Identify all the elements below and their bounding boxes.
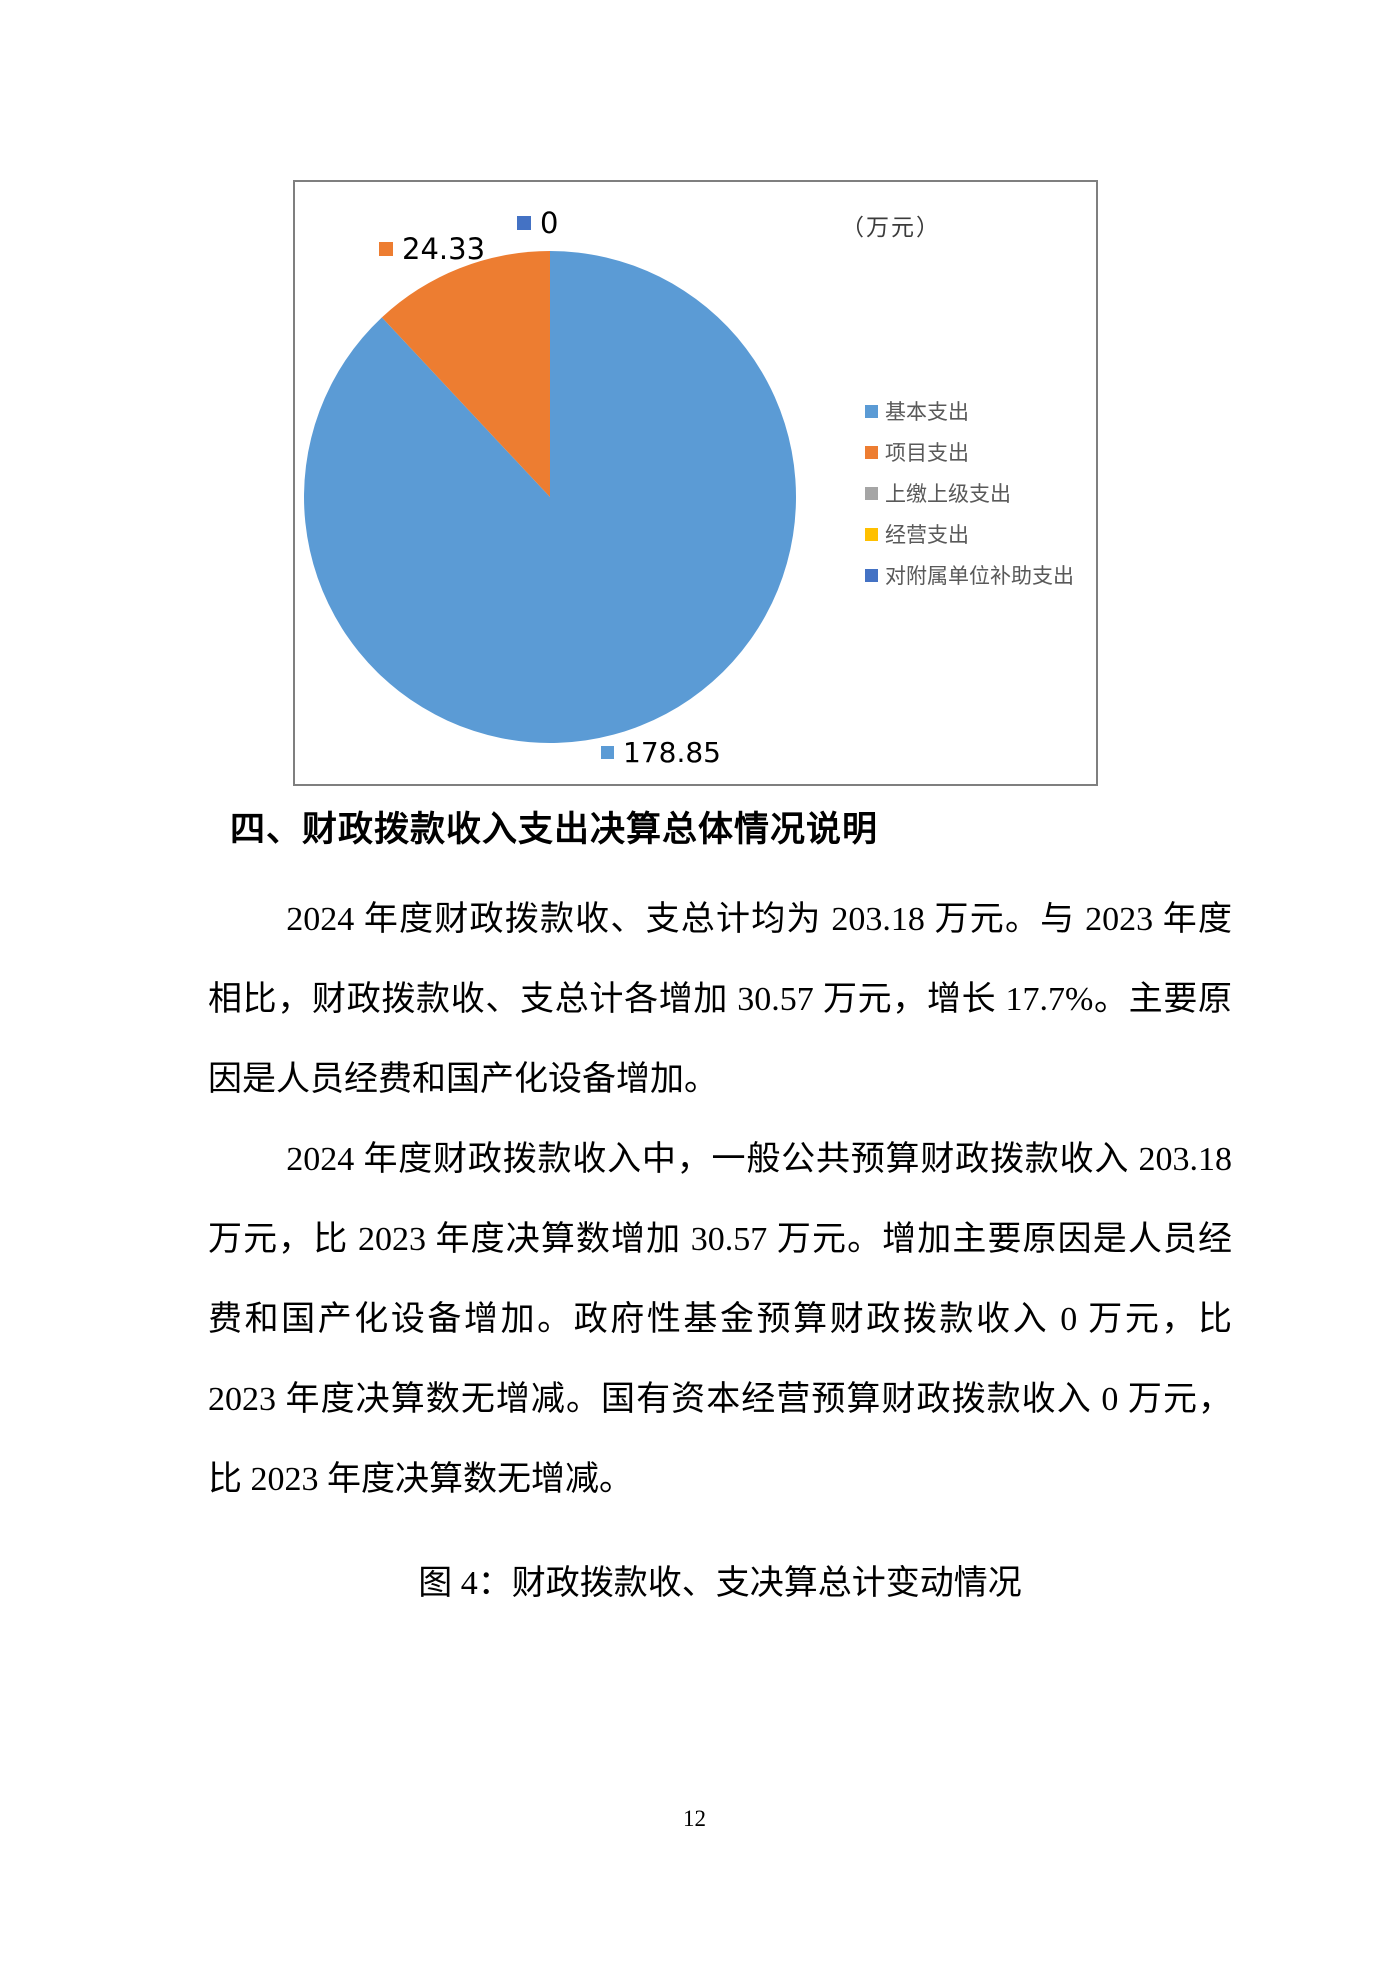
data-label-basic: 178.85 — [601, 736, 721, 769]
legend-item-project: 项目支出 — [865, 437, 1074, 467]
document-body: 四、财政拨款收入支出决算总体情况说明 2024 年度财政拨款收、支总计均为 20… — [208, 806, 1232, 1606]
legend-item-operating: 经营支出 — [865, 519, 1074, 549]
data-label-value: 0 — [540, 206, 559, 240]
data-label-marker-icon — [379, 242, 393, 256]
paragraph-1: 2024 年度财政拨款收、支总计均为 203.18 万元。与 2023 年度相比… — [208, 901, 1232, 1098]
pie-slice-1 — [381, 251, 550, 497]
legend-label: 对附属单位补助支出 — [885, 564, 1074, 588]
legend-label: 上缴上级支出 — [885, 482, 1011, 506]
pie-chart-svg — [304, 251, 797, 743]
data-label-project: 24.33 — [379, 232, 485, 266]
data-label-marker-icon — [601, 746, 614, 759]
chart-legend: 基本支出 项目支出 上缴上级支出 经营支出 对附属单位补助支出 — [865, 396, 1074, 590]
legend-swatch-icon — [865, 568, 878, 582]
legend-item-basic: 基本支出 — [865, 396, 1074, 426]
legend-swatch-icon — [865, 445, 878, 459]
legend-swatch-icon — [865, 404, 878, 418]
legend-swatch-icon — [865, 486, 878, 500]
legend-label: 项目支出 — [885, 441, 969, 465]
chart-unit-label: （万元） — [841, 215, 941, 240]
pie-chart-frame: 0 24.33 178.85 （万元） 基本支出 项目支出 上缴上级支出 — [293, 180, 1098, 786]
paragraph-2: 2024 年度财政拨款收入中，一般公共预算财政拨款收入 203.18 万元，比 … — [208, 1141, 1232, 1498]
page-number: 12 — [683, 1806, 706, 1831]
data-label-value: 24.33 — [402, 232, 486, 266]
pie-slice-0 — [304, 251, 797, 743]
data-label-affiliate: 0 — [517, 206, 558, 240]
data-label-value: 178.85 — [623, 736, 721, 769]
legend-swatch-icon — [865, 527, 878, 541]
section-heading: 四、财政拨款收入支出决算总体情况说明 — [230, 810, 879, 849]
figure-caption: 图 4：财政拨款收、支决算总计变动情况 — [418, 1565, 1022, 1602]
legend-item-affiliate-subsidy: 对附属单位补助支出 — [865, 560, 1074, 590]
legend-label: 经营支出 — [885, 523, 969, 547]
data-label-marker-icon — [517, 216, 531, 230]
legend-item-upper-level: 上缴上级支出 — [865, 478, 1074, 508]
legend-label: 基本支出 — [885, 400, 969, 424]
